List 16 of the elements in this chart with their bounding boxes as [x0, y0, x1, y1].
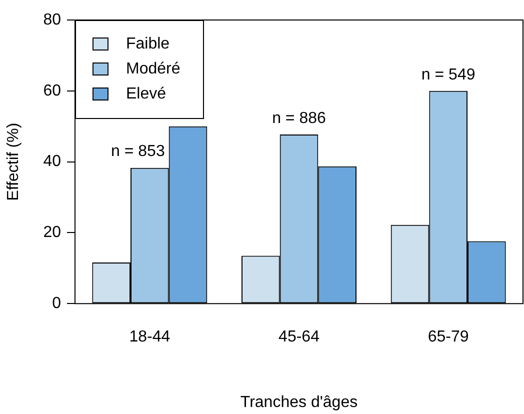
y-tick-label: 60	[43, 82, 62, 100]
legend-label: Modéré	[126, 60, 180, 78]
x-tick-label: 18-44	[129, 328, 170, 346]
x-tick-label: 65-79	[428, 328, 469, 346]
legend-label: Elevé	[126, 85, 166, 102]
annotation: n = 886	[272, 110, 326, 127]
y-tick-label: 0	[52, 295, 62, 312]
annotation: n = 549	[421, 66, 476, 84]
y-tick-label: 20	[43, 224, 62, 242]
y-tick-label: 80	[43, 11, 62, 28]
y-tick-label: 40	[43, 153, 62, 170]
x-axis-title: Tranches d'âges	[240, 394, 358, 411]
annotation: n = 853	[111, 143, 165, 160]
y-axis-title: Effectif (%)	[5, 122, 22, 201]
legend-label: Faible	[126, 35, 170, 52]
x-tick-label: 45-64	[278, 328, 320, 346]
